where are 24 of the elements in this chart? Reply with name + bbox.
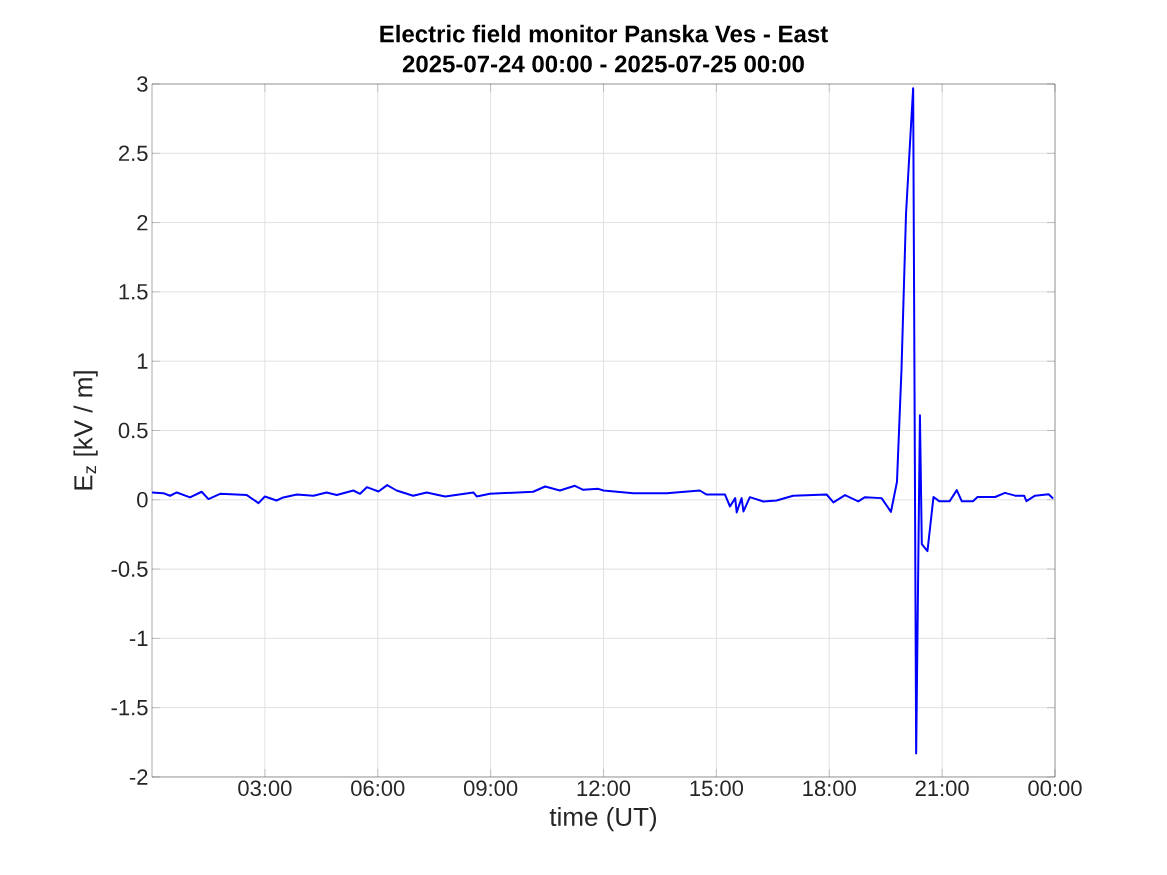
- y-tick-label: 1.5: [119, 284, 148, 300]
- y-tick-label: -1.5: [111, 700, 148, 716]
- y-tick-label: 0: [137, 491, 148, 508]
- x-tick-label: 06:00: [351, 780, 405, 797]
- line-series: [152, 87, 1055, 755]
- y-tick-label: 0.5: [118, 422, 148, 439]
- x-tick-label: 21:00: [915, 780, 969, 797]
- y-tick-label: 2: [137, 214, 148, 231]
- x-tick-label: 09:00: [463, 780, 518, 797]
- y-tick-label: -0.5: [111, 561, 148, 577]
- y-tick-label: 1: [137, 353, 148, 369]
- y-tick-label: -1: [129, 630, 148, 646]
- x-tick-label: 03:00: [238, 780, 292, 797]
- y-axis-title: E$_{z}$ [kV / m]: [73, 371, 98, 490]
- x-tick-label: 00:00: [1028, 780, 1082, 797]
- x-tick-label: 12:00: [577, 780, 631, 797]
- x-tick-label: 18:00: [803, 780, 856, 797]
- chart-title: Electric field monitor Panska Ves - East: [380, 24, 828, 43]
- chart-subtitle: 2025-07-24 00:00 - 2025-07-25 00:00: [402, 55, 804, 73]
- y-tick-label: -2: [129, 769, 148, 785]
- y-tick-label: 3: [137, 76, 148, 92]
- x-tick-label: 15:00: [690, 780, 744, 797]
- x-axis-title: time (UT): [549, 806, 657, 832]
- y-tick-label: 2.5: [119, 145, 148, 162]
